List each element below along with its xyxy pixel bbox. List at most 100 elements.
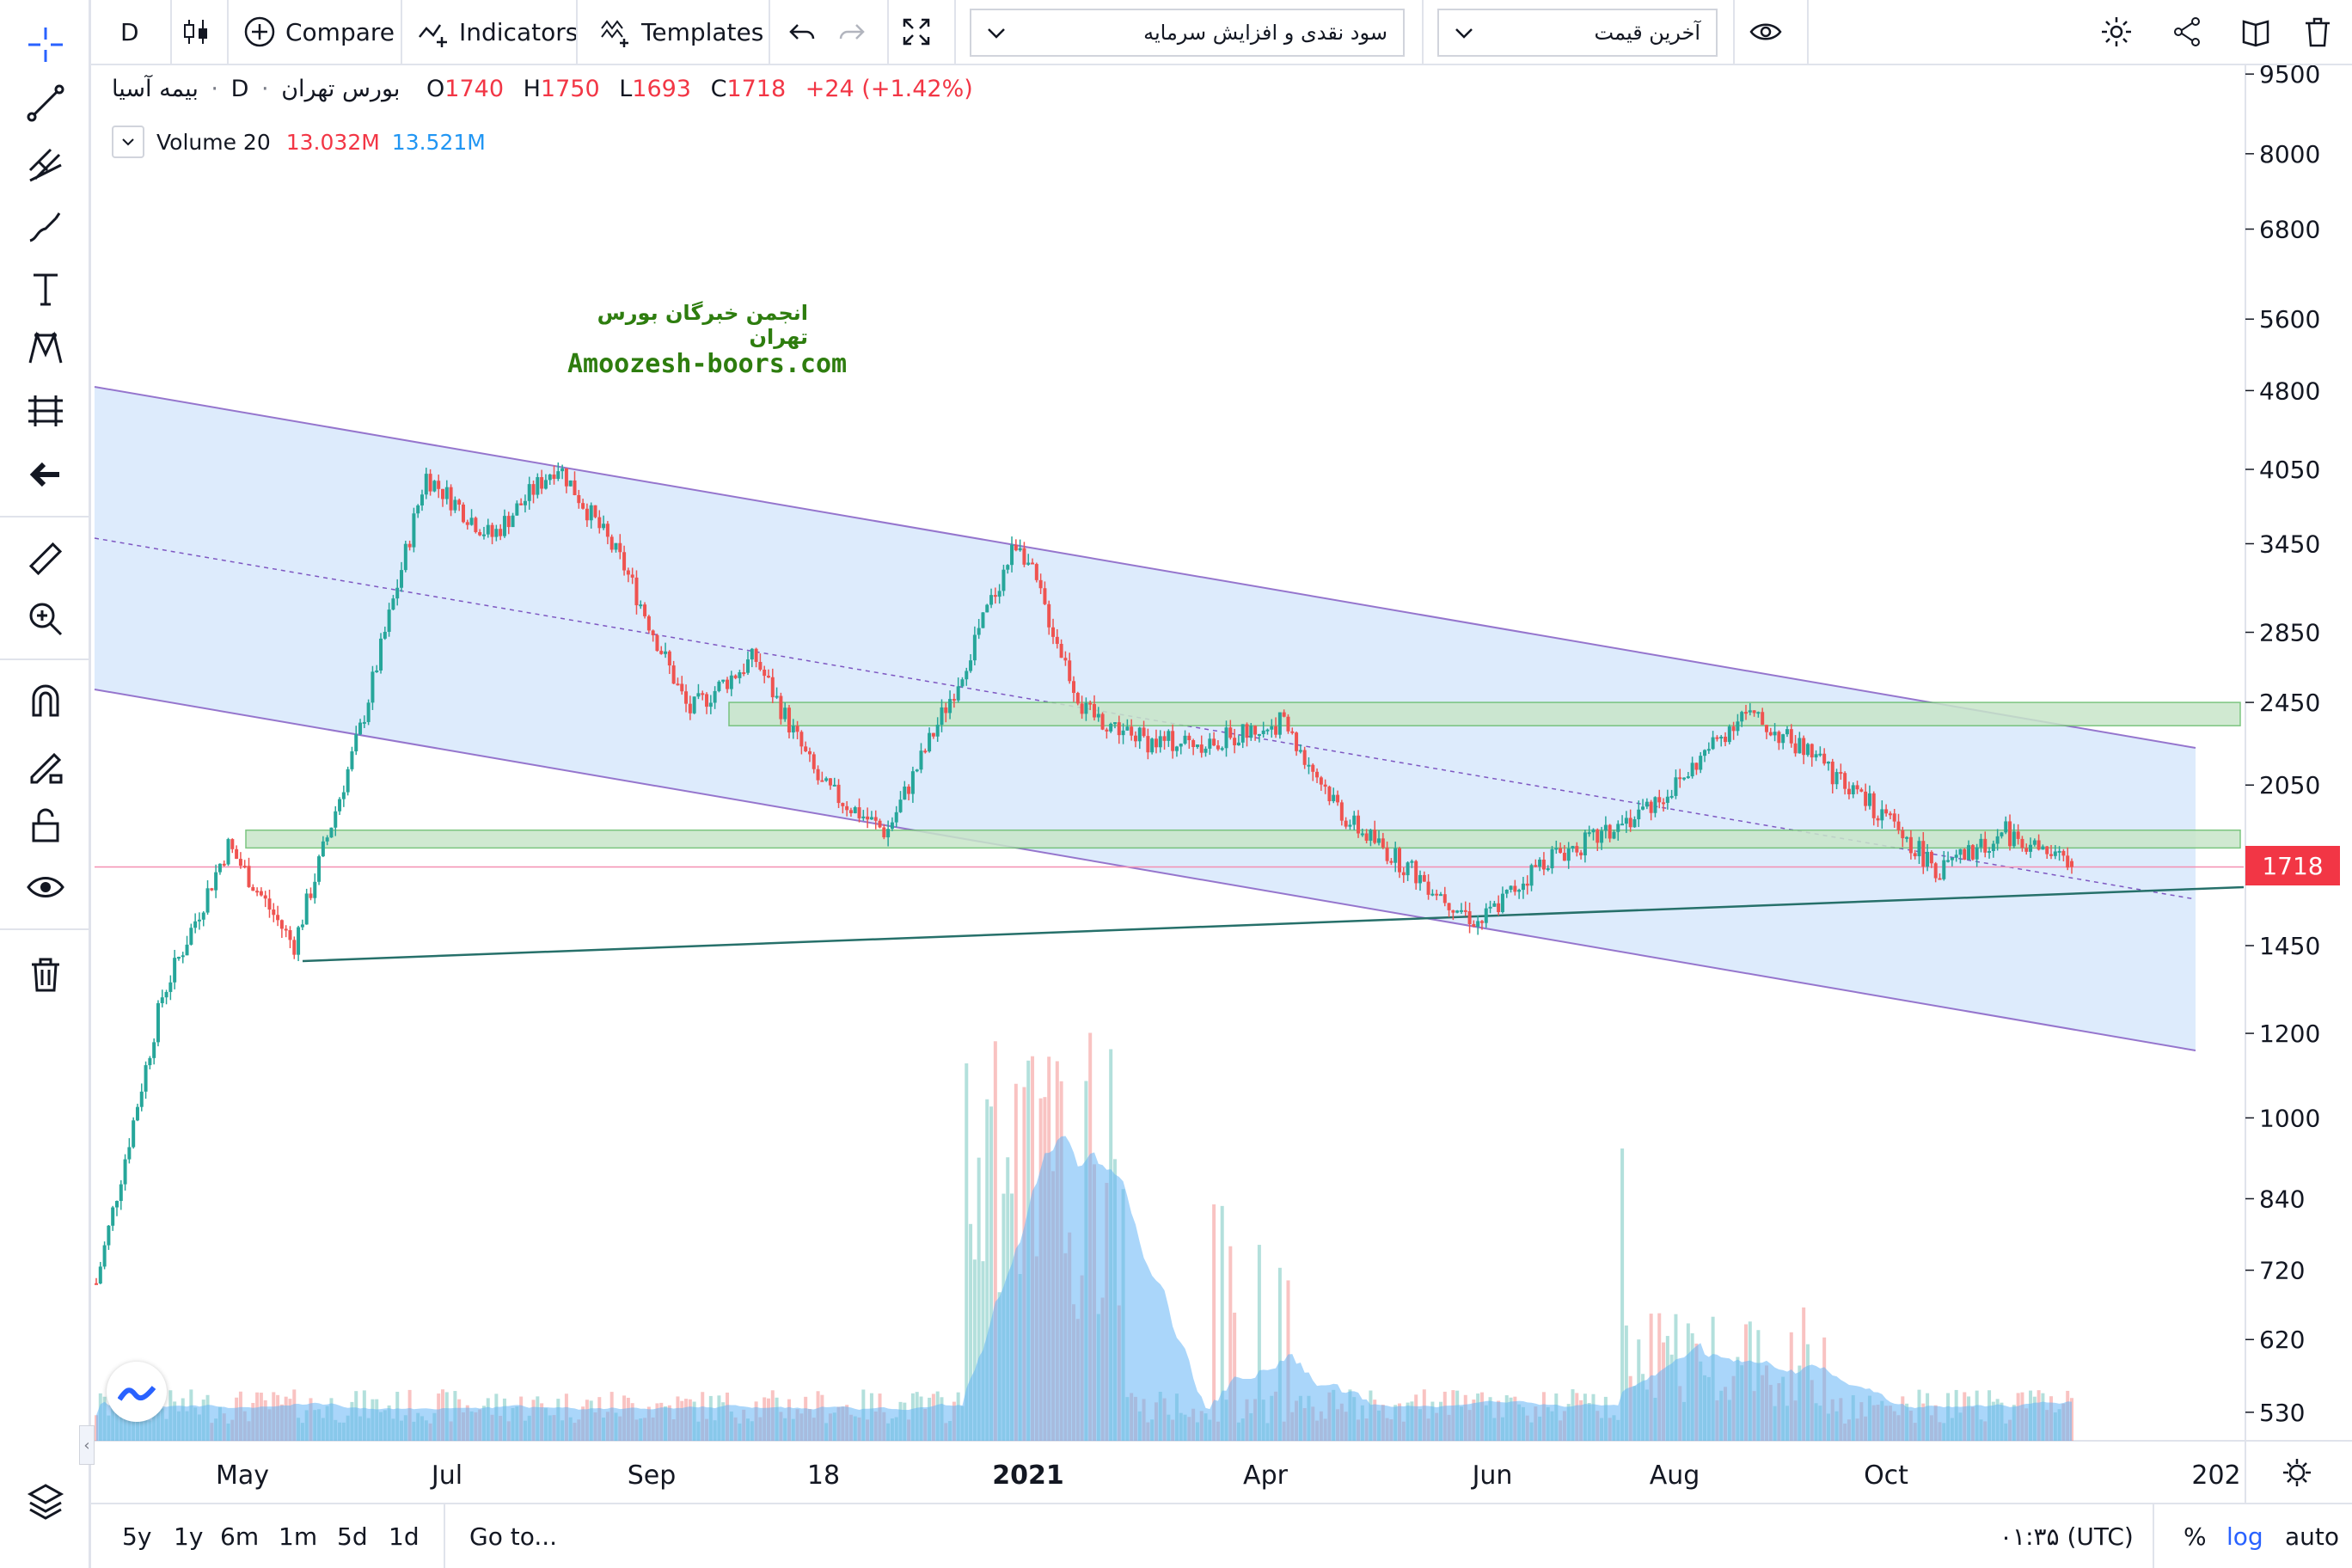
pitchfork-icon[interactable]: [15, 139, 76, 191]
indicators-button[interactable]: Indicators: [416, 0, 578, 64]
candle: [1603, 824, 1608, 831]
candle: [1072, 681, 1076, 694]
candle: [1484, 908, 1488, 923]
candle: [1743, 712, 1748, 714]
candle: [1075, 693, 1080, 704]
lock-drawing-icon[interactable]: [15, 738, 76, 789]
candle: [107, 1225, 111, 1246]
candle: [2032, 840, 2037, 845]
hide-eye-icon[interactable]: [1749, 0, 1783, 64]
candle: [1479, 921, 1484, 923]
channel-upper-line: [94, 386, 2196, 749]
chevron-down-icon: [988, 28, 1005, 39]
interval-button[interactable]: D: [120, 17, 139, 46]
candle: [189, 928, 193, 945]
candle: [403, 543, 407, 571]
candle: [664, 651, 668, 654]
range-1m[interactable]: 1m: [279, 1522, 318, 1551]
candle: [210, 888, 214, 891]
symbol-name[interactable]: بیمه آسیا: [112, 76, 199, 102]
crosshair-icon[interactable]: [15, 19, 76, 70]
collapse-toolbar-handle[interactable]: ‹: [79, 1425, 95, 1465]
candle: [457, 499, 462, 505]
candle: [1286, 716, 1290, 732]
range-1d[interactable]: 1d: [389, 1522, 420, 1551]
candle: [135, 1106, 139, 1121]
candle: [1381, 838, 1385, 848]
price-tick-label: 4050: [2259, 456, 2320, 484]
log-toggle[interactable]: log: [2226, 1522, 2263, 1551]
range-5y[interactable]: 5y: [122, 1522, 152, 1551]
zoom-in-icon[interactable]: [15, 593, 76, 645]
candle-type-icon[interactable]: [179, 0, 213, 64]
candle: [164, 991, 168, 998]
candle: [1509, 885, 1513, 890]
open-label: O: [426, 76, 445, 102]
range-1y[interactable]: 1y: [174, 1522, 204, 1551]
candle: [1438, 894, 1442, 897]
candle: [1657, 797, 1662, 803]
candle: [1068, 660, 1072, 682]
magnet-icon[interactable]: [15, 676, 76, 727]
prediction-icon[interactable]: [15, 385, 76, 437]
undo-icon[interactable]: [786, 0, 820, 64]
candle: [1724, 736, 1728, 743]
volume-bar: [993, 1041, 997, 1441]
axis-settings-icon[interactable]: [2283, 1459, 2311, 1486]
timezone-button[interactable]: ۰۱:۳۵ (UTC): [2000, 1522, 2134, 1551]
eye-icon[interactable]: [15, 861, 76, 913]
redo-icon[interactable]: [834, 0, 868, 64]
candle: [1752, 710, 1756, 714]
candle: [474, 518, 478, 532]
templates-button[interactable]: Templates: [598, 0, 763, 64]
ruler-icon[interactable]: [15, 533, 76, 585]
candle: [338, 799, 342, 812]
candle: [1092, 704, 1096, 718]
goto-button[interactable]: Go to...: [469, 1522, 558, 1551]
layers-icon[interactable]: [15, 1475, 76, 1527]
share-icon[interactable]: [2170, 0, 2204, 64]
candle: [1851, 785, 1855, 794]
candle: [395, 587, 400, 599]
change-value: +24 (+1.42%): [805, 76, 973, 102]
study-dropdown[interactable]: سود نقدی و افزایش سرمایه: [970, 9, 1405, 57]
candle: [898, 799, 903, 812]
candle: [2024, 848, 2029, 852]
delete-icon[interactable]: [2300, 0, 2335, 64]
trend-line-icon[interactable]: [15, 77, 76, 129]
candle: [985, 604, 989, 613]
compare-button[interactable]: Compare: [242, 0, 395, 64]
back-arrow-icon[interactable]: [15, 449, 76, 500]
candle: [857, 807, 861, 818]
candle: [1559, 848, 1563, 854]
volume-value-2: 13.521M: [391, 129, 486, 155]
trash-icon[interactable]: [15, 949, 76, 1001]
price-tick-label: 1450: [2259, 932, 2320, 960]
book-icon[interactable]: [2239, 0, 2273, 64]
fullscreen-icon[interactable]: [899, 0, 934, 64]
candle: [1616, 824, 1620, 832]
candle: [676, 683, 680, 686]
settings-gear-icon[interactable]: [2099, 0, 2134, 64]
pattern-icon[interactable]: [15, 323, 76, 375]
range-6m[interactable]: 6m: [220, 1522, 260, 1551]
candle: [1158, 736, 1162, 748]
percent-toggle[interactable]: %: [2184, 1522, 2207, 1551]
candle: [481, 534, 486, 536]
unlock-icon[interactable]: [15, 799, 76, 851]
candle: [217, 863, 222, 873]
brush-icon[interactable]: [15, 201, 76, 253]
price-type-dropdown[interactable]: آخرین قیمت: [1437, 9, 1718, 57]
auto-toggle[interactable]: auto: [2285, 1522, 2340, 1551]
candle: [1112, 722, 1117, 725]
candle: [2049, 854, 2054, 856]
candle: [807, 750, 812, 755]
candle: [593, 505, 597, 518]
candle: [622, 552, 627, 571]
price-tick-label: 6800: [2259, 216, 2320, 244]
text-icon[interactable]: [15, 263, 76, 315]
tradingview-logo-icon[interactable]: [107, 1362, 167, 1422]
collapse-legend-button[interactable]: [112, 126, 144, 158]
range-5d[interactable]: 5d: [337, 1522, 368, 1551]
